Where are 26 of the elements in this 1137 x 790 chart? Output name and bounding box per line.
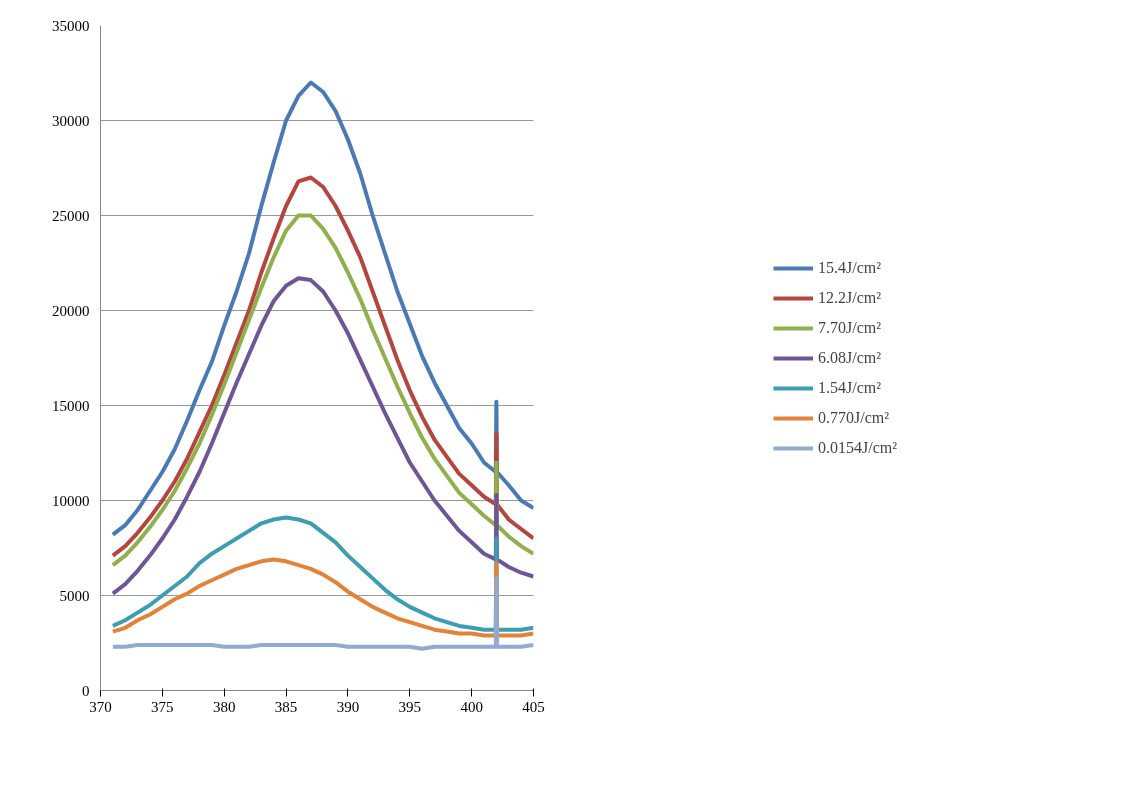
- x-tick-label: 400: [460, 698, 483, 715]
- y-tick-label: 35000: [52, 17, 90, 34]
- y-tick-label: 10000: [52, 492, 90, 509]
- x-tick-label: 405: [522, 698, 545, 715]
- legend-label: 15.4J/cm²: [817, 258, 882, 277]
- x-tick-label: 390: [336, 698, 360, 715]
- x-tick-label: 375: [151, 698, 174, 715]
- x-tick-label: 385: [274, 698, 298, 715]
- x-tick-label: 395: [398, 698, 422, 715]
- y-tick-label: 25000: [52, 207, 90, 224]
- legend-label: 12.2J/cm²: [817, 288, 882, 307]
- legend-label: 0.0154J/cm²: [817, 438, 898, 457]
- x-tick-label: 380: [212, 698, 236, 715]
- legend-label: 1.54J/cm²: [817, 378, 882, 397]
- y-tick-label: 15000: [52, 397, 90, 414]
- x-tick-label: 370: [89, 698, 112, 715]
- line-series: [110, 276, 534, 596]
- legend-label: 7.70J/cm²: [817, 318, 882, 337]
- y-tick-label: 30000: [52, 112, 90, 129]
- legend-label: 6.08J/cm²: [817, 348, 882, 367]
- line-series: [110, 576, 534, 651]
- legend-label: 0.770J/cm²: [817, 408, 890, 427]
- y-tick-label: 20000: [52, 302, 90, 319]
- y-tick-label: 5000: [59, 587, 90, 604]
- y-tick-label: 0: [82, 682, 90, 699]
- line-series: [110, 80, 534, 537]
